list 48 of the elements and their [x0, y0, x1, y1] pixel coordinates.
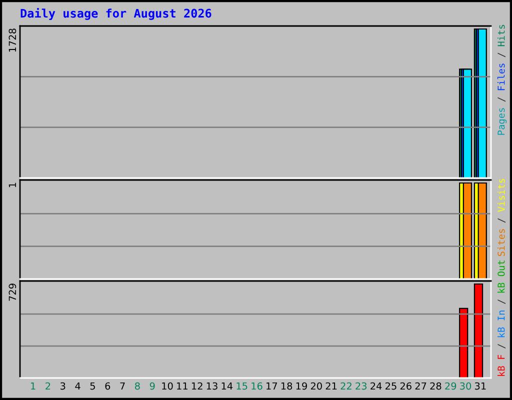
x-tick-label: 3: [60, 382, 66, 390]
text: /: [498, 344, 506, 349]
text: Files: [497, 64, 505, 90]
x-tick-label: 11: [177, 382, 188, 390]
text: Pages: [498, 108, 507, 135]
x-tick-label: 5: [90, 382, 95, 390]
text: 1: [8, 182, 16, 188]
x-tick-label: 29: [445, 382, 456, 390]
x-tick-label: 28: [430, 382, 442, 390]
x-tick-label: 13: [206, 382, 218, 390]
text: kB F: [497, 354, 505, 376]
x-tick-label: 16: [252, 382, 262, 390]
text: 1728: [8, 28, 16, 52]
x-tick-label: 14: [222, 382, 233, 390]
x-tick-label: 4: [75, 382, 80, 390]
x-tick-label: 21: [326, 382, 337, 390]
x-tick-label: 31: [474, 382, 486, 390]
x-tick-label: 9: [150, 382, 155, 390]
x-tick-label: 24: [370, 382, 382, 390]
chart-title: Daily usage for August 2026: [20, 8, 212, 20]
x-tick-label: 7: [120, 382, 125, 390]
text: /: [498, 218, 506, 223]
text: Hits: [497, 24, 505, 46]
x-tick-label: 8: [135, 382, 140, 390]
x-tick-label: 6: [105, 382, 110, 390]
x-tick-label: 15: [236, 382, 248, 390]
x-tick-label: 30: [460, 382, 472, 390]
x-tick-label: 12: [192, 382, 202, 390]
x-tick-label: 10: [162, 382, 173, 390]
x-tick-label: 23: [356, 382, 367, 390]
x-tick-label: 25: [385, 382, 396, 390]
legend-label: kB Out: [497, 260, 505, 293]
text: 729: [8, 284, 16, 301]
x-tick-label: 20: [310, 382, 322, 390]
x-tick-label: 22: [340, 382, 352, 390]
x-tick-label: 2: [46, 382, 50, 390]
x-tick-label: 26: [400, 382, 412, 390]
x-tick-label: 1: [31, 382, 36, 390]
x-tick-label: 17: [266, 382, 278, 390]
text: /: [498, 97, 506, 102]
text: Sites: [497, 229, 505, 256]
legend-label: kB In: [497, 310, 505, 338]
text: /: [498, 300, 506, 304]
x-tick-label: 18: [281, 382, 292, 390]
text: /: [498, 52, 506, 58]
x-tick-label: 19: [296, 382, 307, 390]
text: Visits: [497, 178, 505, 212]
x-tick-label: 27: [415, 382, 426, 390]
